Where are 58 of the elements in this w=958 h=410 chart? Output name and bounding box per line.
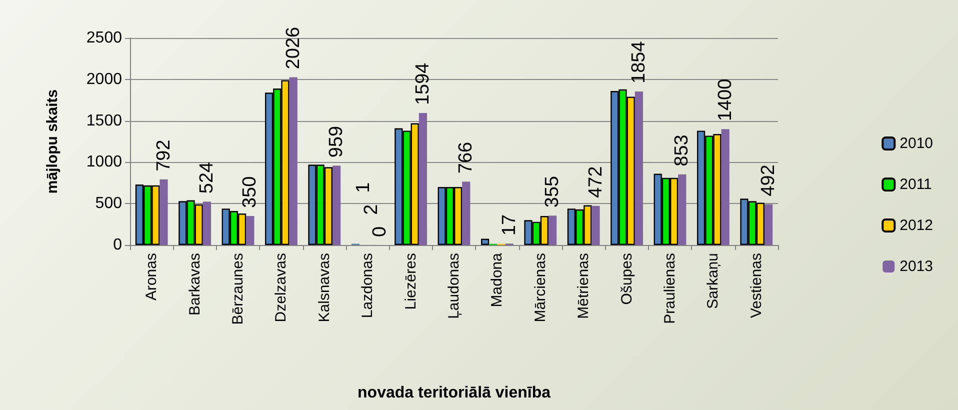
x-tick-label: Madona bbox=[488, 252, 506, 308]
bar bbox=[418, 113, 427, 245]
y-tick-label: 0 bbox=[113, 236, 122, 254]
y-tick-label: 500 bbox=[95, 195, 122, 212]
legend-label: 2011 bbox=[900, 176, 932, 193]
data-label: 350 bbox=[240, 176, 261, 208]
data-label: 853 bbox=[672, 134, 693, 166]
x-tick-label: Liezēres bbox=[402, 253, 420, 310]
bar bbox=[160, 179, 168, 245]
bar bbox=[246, 216, 254, 245]
x-tick-label: Ļaudonas bbox=[446, 253, 462, 319]
bar bbox=[289, 77, 298, 245]
x-tick-label: Ošupes bbox=[618, 253, 636, 305]
legend-label: 2013 bbox=[900, 258, 934, 275]
x-tick-label: Dzelzavas bbox=[272, 253, 290, 322]
legend-label: 2012 bbox=[900, 217, 934, 234]
x-tick-label: Bērzaunes bbox=[230, 253, 246, 325]
bar bbox=[481, 238, 490, 245]
x-tick-label: Kalsnavas bbox=[316, 253, 333, 322]
bar bbox=[548, 216, 557, 245]
x-tick-label: Mētrienas bbox=[575, 253, 592, 319]
data-label: 766 bbox=[456, 142, 477, 174]
x-tick-label: Mārcienas bbox=[532, 253, 549, 322]
x-axis-title: novada teritoriālā vienība bbox=[358, 384, 551, 402]
x-tick-label: Barkavas bbox=[186, 253, 204, 316]
data-label: 959 bbox=[326, 126, 348, 158]
x-tick-label: Aronas bbox=[143, 253, 160, 301]
bar bbox=[764, 204, 773, 245]
bar bbox=[332, 166, 341, 245]
data-label: 1400 bbox=[714, 78, 736, 122]
data-label: 17 bbox=[498, 214, 520, 236]
bar bbox=[202, 202, 211, 245]
y-tick-label: 2500 bbox=[86, 30, 122, 46]
data-label: 792 bbox=[153, 140, 174, 172]
y-tick-label: 1000 bbox=[86, 154, 122, 171]
data-label: 472 bbox=[585, 166, 606, 198]
x-tick-label: Lazdonas bbox=[359, 253, 376, 318]
data-label: 1854 bbox=[628, 40, 650, 84]
data-label: 1 bbox=[353, 182, 374, 193]
bar bbox=[592, 206, 600, 245]
bar bbox=[634, 91, 643, 245]
data-label: 0 bbox=[369, 226, 390, 237]
data-label: 355 bbox=[542, 176, 564, 208]
bar bbox=[721, 129, 730, 245]
y-axis-title: mājlopu skaits bbox=[44, 89, 61, 194]
y-tick-label: 2000 bbox=[86, 70, 122, 88]
data-label: 2 bbox=[361, 204, 382, 215]
x-tick-label: Vestienas bbox=[748, 253, 765, 318]
x-tick-label: Praulienas bbox=[662, 253, 678, 324]
bar bbox=[462, 182, 470, 245]
data-label: 1594 bbox=[412, 62, 434, 106]
bar bbox=[678, 174, 686, 245]
x-tick-label: Sarkaņu bbox=[704, 253, 722, 309]
data-label: 524 bbox=[196, 161, 218, 194]
legend-label: 2010 bbox=[900, 135, 934, 152]
data-label: 2026 bbox=[282, 26, 304, 70]
y-tick-label: 1500 bbox=[86, 112, 122, 130]
data-label: 492 bbox=[758, 164, 780, 196]
